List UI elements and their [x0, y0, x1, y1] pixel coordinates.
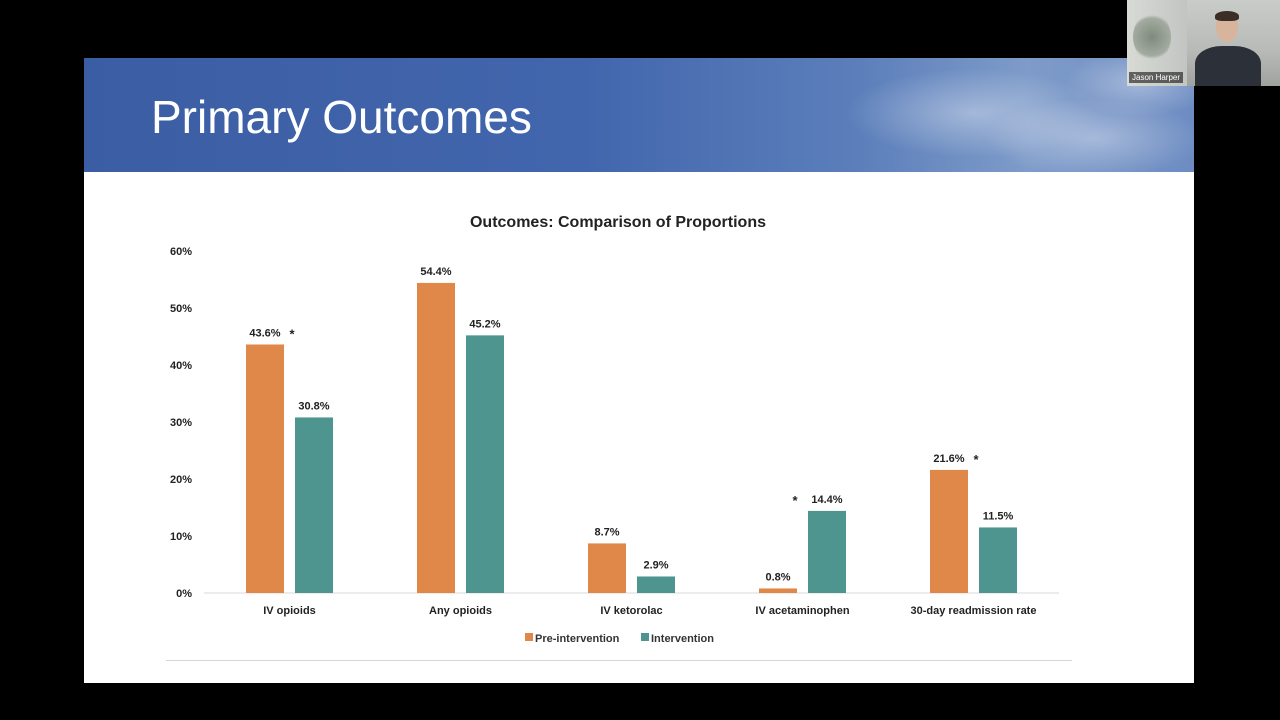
y-tick-label: 60% [170, 246, 192, 258]
data-label: 45.2% [469, 318, 500, 330]
x-tick-label: 30-day readmission rate [911, 605, 1037, 617]
data-label: 0.8% [765, 571, 790, 583]
y-tick-label: 0% [176, 588, 192, 600]
participant-torso [1195, 46, 1261, 86]
x-tick-label: IV opioids [263, 605, 316, 617]
significance-asterisk: * [792, 493, 798, 508]
data-label: 11.5% [983, 510, 1014, 522]
bar-pre-intervention [930, 469, 968, 593]
bar-intervention [295, 417, 333, 593]
data-label: 43.6% [249, 327, 280, 339]
chart-title: Outcomes: Comparison of Proportions [470, 214, 766, 231]
data-label: 54.4% [420, 266, 451, 278]
significance-asterisk: * [973, 452, 979, 467]
data-label: 8.7% [594, 526, 619, 538]
data-label: 14.4% [811, 494, 842, 506]
significance-asterisk: * [289, 326, 295, 341]
bar-pre-intervention [246, 344, 284, 593]
webcam-plant [1133, 12, 1171, 62]
legend-swatch-pre-intervention [525, 633, 533, 641]
legend-label: Intervention [651, 633, 714, 645]
participant-hair [1215, 11, 1239, 21]
y-tick-label: 50% [170, 303, 192, 315]
legend-swatch-intervention [641, 633, 649, 641]
y-tick-label: 20% [170, 474, 192, 486]
data-label: 21.6% [933, 453, 964, 465]
bar-pre-intervention [759, 588, 797, 593]
presentation-slide: Primary Outcomes Outcomes: Comparison of… [84, 58, 1194, 683]
data-label: 30.8% [298, 400, 329, 412]
divider-line [166, 660, 1072, 661]
bar-pre-intervention [588, 543, 626, 593]
x-tick-label: Any opioids [429, 605, 492, 617]
bar-chart: Outcomes: Comparison of Proportions 0% 10%… [170, 214, 1059, 645]
participant-name-label: Jason Harper [1129, 72, 1184, 83]
bar-intervention [466, 335, 504, 593]
y-tick-label: 10% [170, 531, 192, 543]
bar-intervention [637, 576, 675, 593]
slide-title: Primary Outcomes [151, 91, 532, 143]
bar-intervention [979, 527, 1017, 593]
bar-pre-intervention [417, 282, 455, 593]
y-tick-label: 30% [170, 417, 192, 429]
x-tick-label: IV ketorolac [600, 605, 662, 617]
legend-label: Pre-intervention [535, 633, 620, 645]
data-label: 2.9% [643, 559, 668, 571]
bar-intervention [808, 510, 846, 593]
webcam-thumbnail[interactable]: Jason Harper [1127, 0, 1280, 86]
y-tick-label: 40% [170, 360, 192, 372]
x-tick-label: IV acetaminophen [755, 605, 849, 617]
